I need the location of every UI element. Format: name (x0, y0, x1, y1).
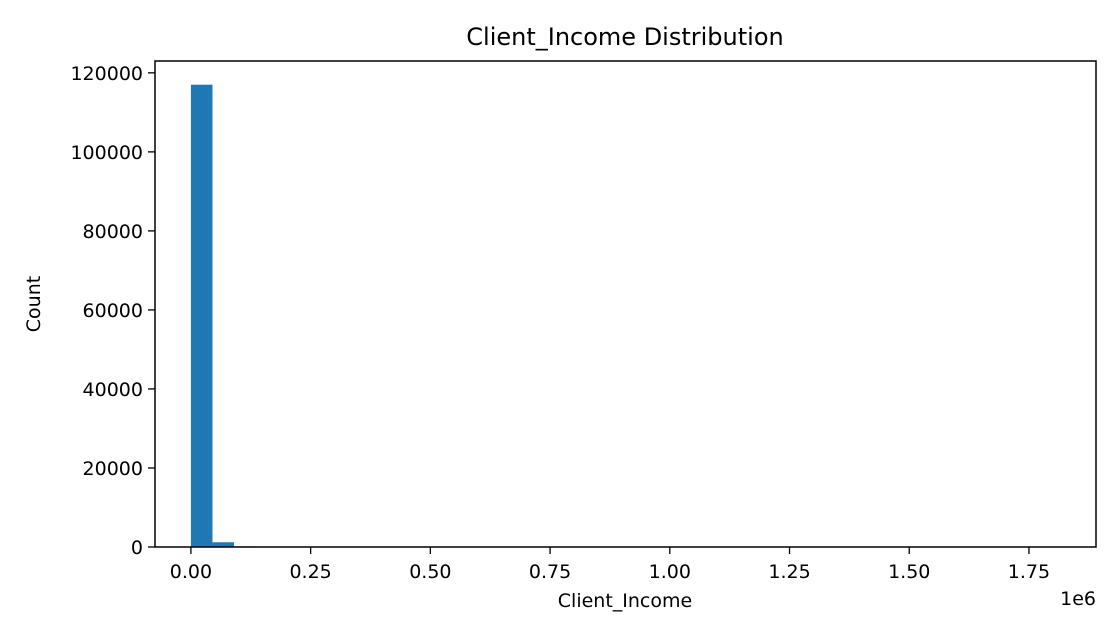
x-axis-label: Client_Income (558, 590, 692, 612)
x-tick-label: 1.00 (649, 561, 691, 583)
x-tick-label: 0.00 (170, 561, 212, 583)
x-tick-label: 1.75 (1008, 561, 1050, 583)
histogram-bar (212, 542, 235, 547)
x-tick-label: 0.50 (409, 561, 451, 583)
y-axis-ticks: 0 20000 40000 60000 80000 100000 120000 (70, 63, 155, 559)
y-tick-label: 20000 (83, 458, 143, 480)
x-tick-label: 0.75 (529, 561, 571, 583)
x-axis-ticks: 0.00 0.25 0.50 0.75 1.00 1.25 1.50 1.75 (170, 547, 1050, 583)
y-tick-label: 60000 (83, 300, 143, 322)
chart-title: Client_Income Distribution (466, 23, 783, 51)
x-axis-offset-label: 1e6 (1060, 588, 1096, 610)
y-tick-label: 40000 (83, 379, 143, 401)
y-axis-label: Count (23, 276, 45, 332)
y-tick-label: 100000 (70, 142, 143, 164)
x-tick-label: 0.25 (289, 561, 331, 583)
x-tick-label: 1.50 (888, 561, 930, 583)
plot-frame (154, 60, 1097, 548)
y-tick-label: 80000 (83, 221, 143, 243)
x-tick-label: 1.25 (768, 561, 810, 583)
y-tick-label: 0 (131, 537, 143, 559)
y-tick-label: 120000 (70, 63, 143, 85)
histogram-bar (190, 84, 213, 548)
